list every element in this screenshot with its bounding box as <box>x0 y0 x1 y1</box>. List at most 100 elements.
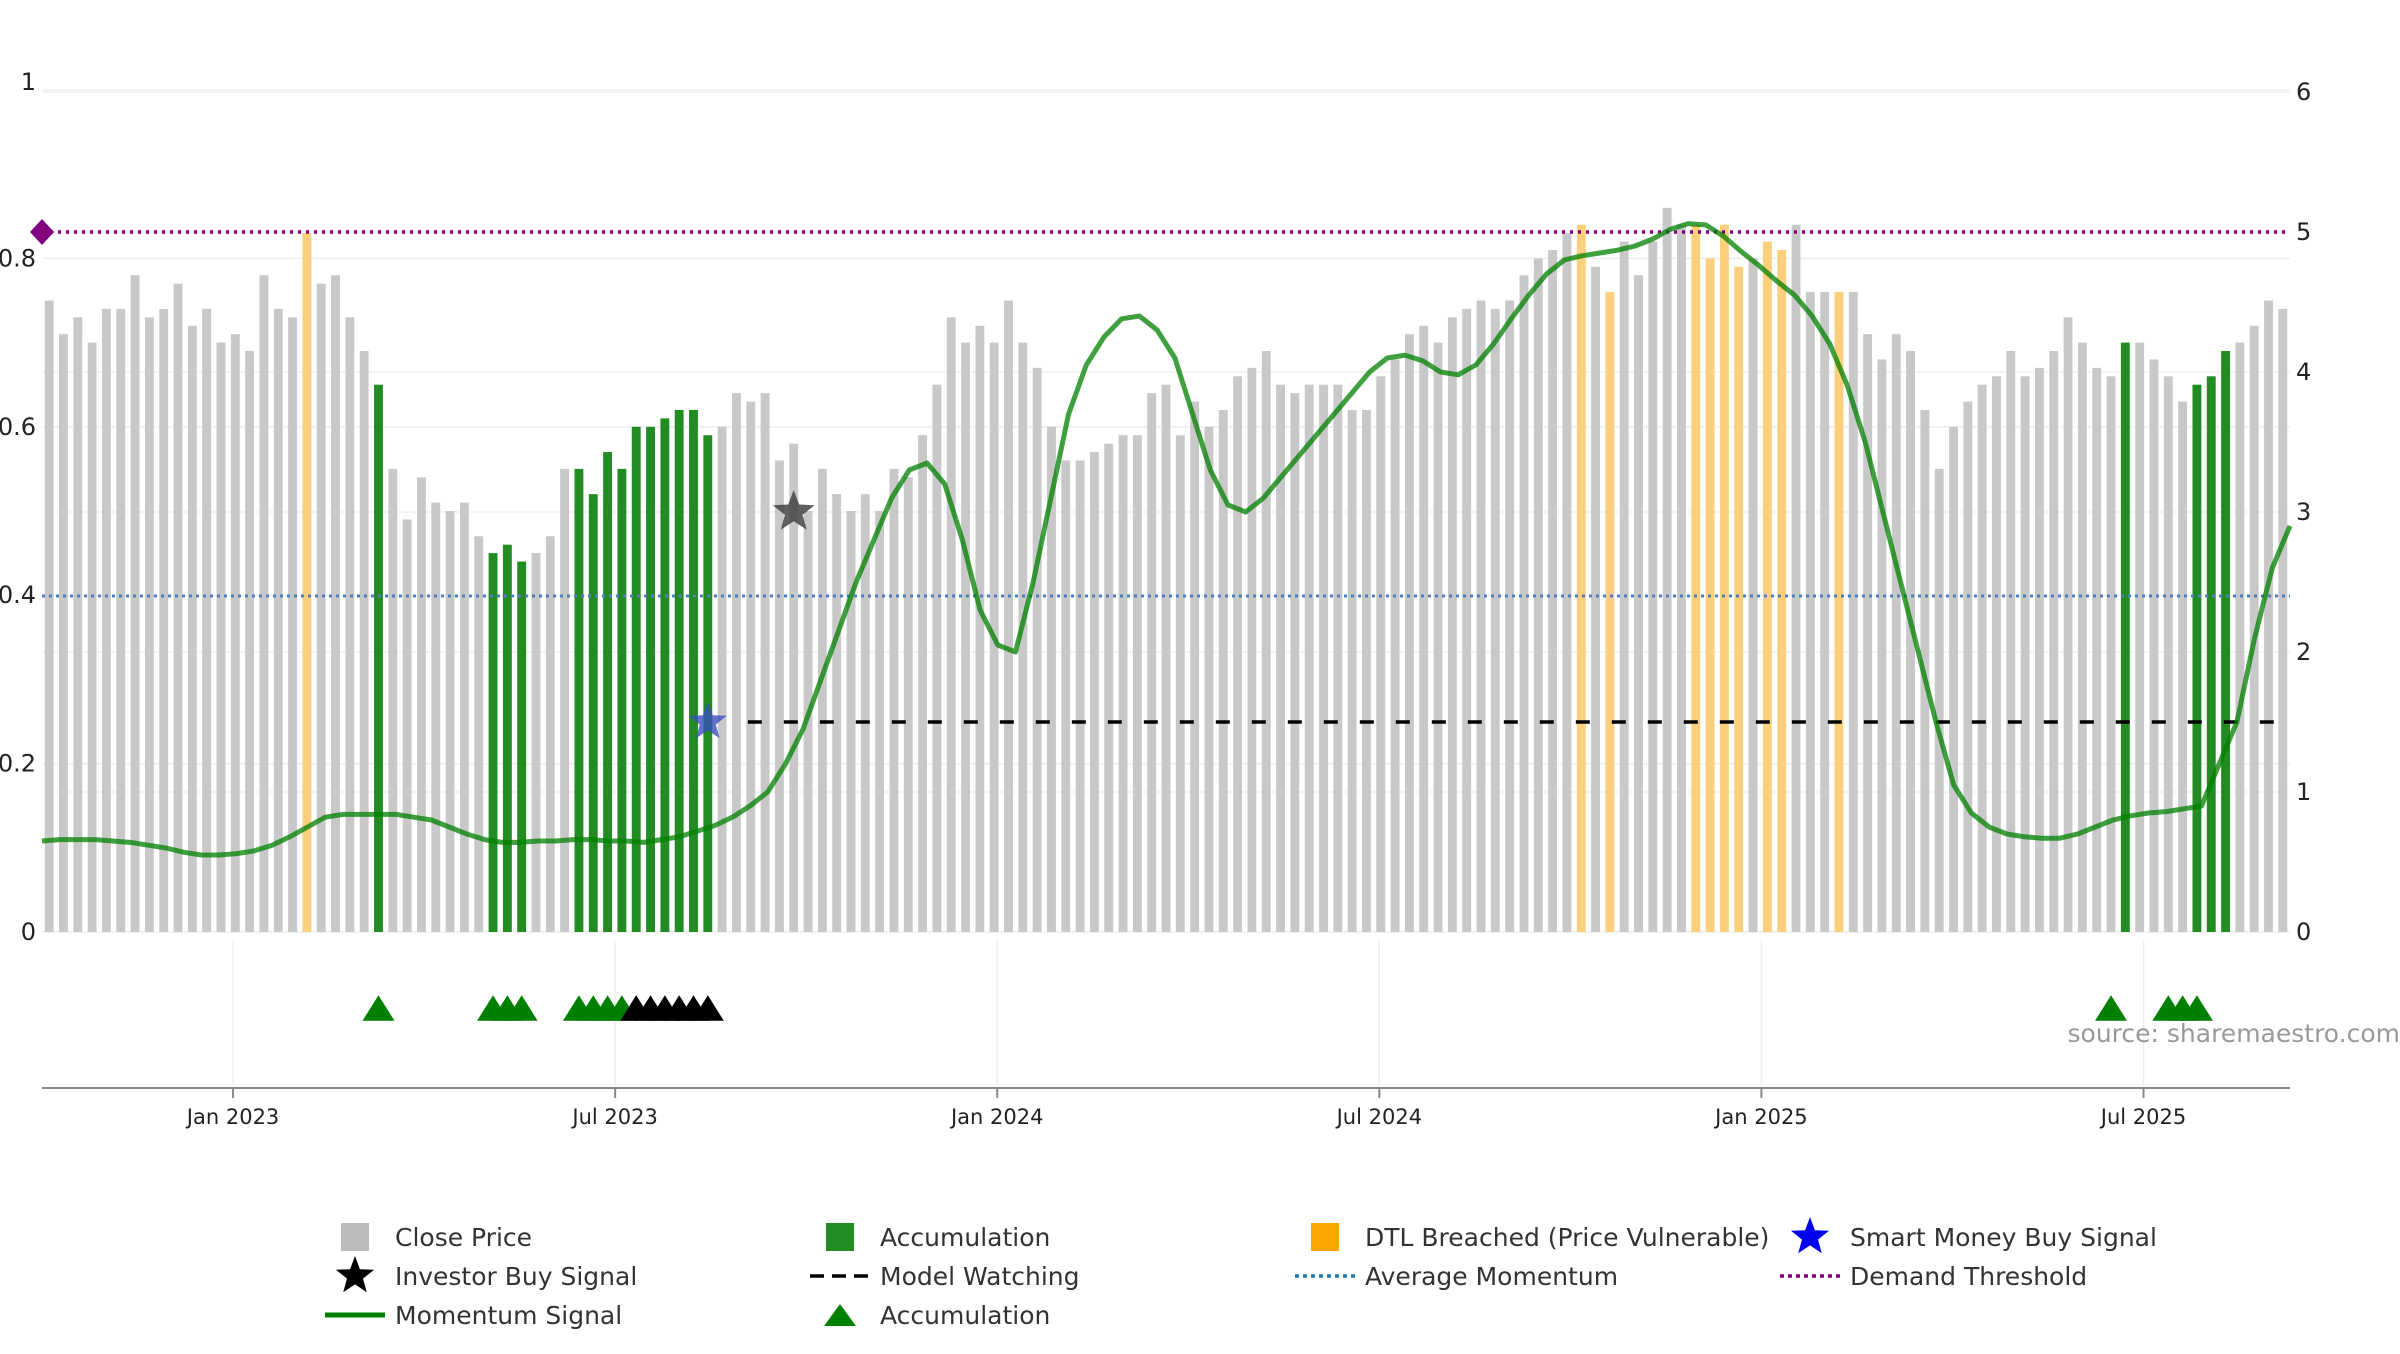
close-price-bar <box>388 469 397 932</box>
close-price-bar <box>1505 301 1514 933</box>
close-price-bar <box>2107 376 2116 932</box>
right-axis-tick-label: 1 <box>2296 778 2311 806</box>
close-price-bar <box>1892 334 1901 932</box>
close-price-bar <box>2092 368 2101 932</box>
close-price-bar <box>1233 376 1242 932</box>
close-price-bar <box>1562 233 1571 932</box>
close-price-bar <box>317 284 326 932</box>
close-price-bar <box>1992 376 2001 932</box>
right-axis-tick-label: 5 <box>2296 218 2311 246</box>
accumulation-bar <box>517 562 526 932</box>
close-price-bar <box>1963 402 1972 932</box>
close-price-bar <box>1448 317 1457 932</box>
accumulation-bar <box>589 494 598 932</box>
accumulation-bar <box>489 553 498 932</box>
close-price-bar <box>116 309 125 932</box>
close-price-bar <box>1090 452 1099 932</box>
close-price-bar <box>718 427 727 932</box>
close-price-bar <box>1333 385 1342 932</box>
accumulation-bar <box>374 385 383 932</box>
legend-star-icon <box>1791 1217 1829 1253</box>
close-price-bar <box>2049 351 2058 932</box>
close-price-bar <box>188 326 197 932</box>
close-price-bar <box>1391 359 1400 932</box>
legend-swatch <box>826 1223 854 1251</box>
close-price-bar <box>288 317 297 932</box>
accumulation-bar <box>660 418 669 932</box>
dtl-breached-bar <box>1835 292 1844 932</box>
legend-triangle-icon <box>824 1304 856 1326</box>
close-price-bar <box>932 385 941 932</box>
close-price-bar <box>875 511 884 932</box>
close-price-bar <box>245 351 254 932</box>
close-price-bar <box>1262 351 1271 932</box>
close-price-bar <box>45 301 54 933</box>
close-price-bar <box>259 275 268 932</box>
legend-item: Model Watching <box>810 1262 1080 1291</box>
legend-label: Investor Buy Signal <box>395 1262 637 1291</box>
accumulation-bar <box>646 427 655 932</box>
close-price-bar <box>360 351 369 932</box>
close-price-bar <box>918 435 927 932</box>
close-price-bar <box>1033 368 1042 932</box>
close-price-bar <box>1405 334 1414 932</box>
legend-item: Demand Threshold <box>1780 1262 2087 1291</box>
legend-label: Accumulation <box>880 1301 1050 1330</box>
legend-item: DTL Breached (Price Vulnerable) <box>1311 1223 1769 1252</box>
close-price-bar <box>2178 402 2187 932</box>
left-axis-tick-label: 1 <box>21 68 36 96</box>
legend-item: Average Momentum <box>1295 1262 1618 1291</box>
x-axis-tick-label: Jul 2023 <box>570 1105 657 1129</box>
close-price-bar <box>818 469 827 932</box>
accumulation-bar <box>2121 343 2130 932</box>
right-axis-tick-label: 0 <box>2296 918 2311 946</box>
dtl-breached-bar <box>1763 242 1772 932</box>
close-price-bar <box>1004 301 1013 933</box>
legend-label: Model Watching <box>880 1262 1080 1291</box>
close-price-bar <box>732 393 741 932</box>
close-price-bar <box>1477 301 1486 933</box>
left-axis-tick-label: 0 <box>21 918 36 946</box>
accumulation-bar <box>632 427 641 932</box>
dtl-breached-bar <box>1720 225 1729 932</box>
right-axis-tick-label: 2 <box>2296 638 2311 666</box>
left-axis-tick-label: 0.4 <box>0 581 36 609</box>
close-price-bar <box>1419 326 1428 932</box>
close-price-bar <box>431 503 440 932</box>
accumulation-bar <box>2221 351 2230 932</box>
legend-item: Close Price <box>341 1223 532 1252</box>
close-price-bar <box>761 393 770 932</box>
close-price-bar <box>2164 376 2173 932</box>
right-axis-tick-label: 4 <box>2296 358 2311 386</box>
close-price-bar <box>1104 444 1113 932</box>
close-price-bar <box>1276 385 1285 932</box>
close-price-bar <box>1162 385 1171 932</box>
close-price-bar <box>403 519 412 932</box>
close-price-bar <box>1877 359 1886 932</box>
close-price-bar <box>417 477 426 932</box>
close-price-bar <box>1247 368 1256 932</box>
left-axis-tick-label: 0.2 <box>0 750 36 778</box>
close-price-bar <box>2035 368 2044 932</box>
close-price-bar <box>174 284 183 932</box>
close-price-bar <box>131 275 140 932</box>
accumulation-bar <box>2192 385 2201 932</box>
close-price-bar <box>1290 393 1299 932</box>
close-price-bar <box>775 460 784 932</box>
close-price-bar <box>1663 208 1672 932</box>
legend-item: Smart Money Buy Signal <box>1791 1217 2157 1253</box>
close-price-bar <box>2078 343 2087 932</box>
x-axis-tick-label: Jul 2024 <box>1335 1105 1422 1129</box>
close-price-bar <box>532 553 541 932</box>
left-axis-tick-label: 0.8 <box>0 244 36 272</box>
close-price-bar <box>59 334 68 932</box>
close-price-bar <box>1677 225 1686 932</box>
close-price-bar <box>1362 410 1371 932</box>
close-price-bar <box>2006 351 2015 932</box>
dtl-breached-bar <box>1691 225 1700 932</box>
close-price-bar <box>1147 393 1156 932</box>
source-label: source: sharemaestro.com <box>2068 1019 2400 1048</box>
close-price-bar <box>975 326 984 932</box>
close-price-bar <box>832 494 841 932</box>
close-price-bar <box>1190 402 1199 932</box>
